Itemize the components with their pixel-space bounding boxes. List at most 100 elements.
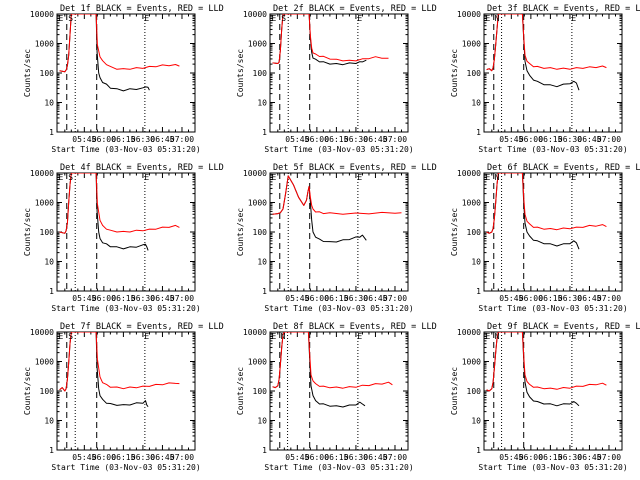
x-tick-label: 07:00 (170, 135, 194, 144)
x-tick-label: 06:30 (558, 453, 582, 462)
detector-panel: Det 7f BLACK = Events, RED = LLD 1 10 100 10… (23, 322, 224, 472)
event-marker-label: E (271, 14, 276, 23)
y-tick-label: 10 (471, 99, 481, 108)
panel-title: Det 7f BLACK = Events, RED = LLD (60, 322, 224, 332)
series-group (59, 14, 180, 92)
events-series-line (272, 332, 366, 408)
y-tick-label: 10000 (30, 328, 54, 337)
y-tick-label: 100 (40, 69, 55, 78)
lld-series-line (486, 332, 607, 392)
x-tick-label: 06:15 (324, 294, 348, 303)
x-tick-label: 06:15 (538, 135, 562, 144)
y-tick-label: 1000 (462, 358, 481, 367)
event-marker-label: E (357, 14, 362, 23)
plot-frame (56, 13, 196, 133)
event-marker-label: N (495, 173, 500, 182)
x-tick-label: 06:15 (538, 453, 562, 462)
x-tick-label: 06:45 (150, 453, 174, 462)
x-tick-label: 06:45 (577, 294, 601, 303)
panel-title: Det 6f BLACK = Events, RED = LLD (487, 163, 640, 173)
x-axis-label: Start Time (03-Nov-03 05:31:20) (264, 463, 413, 472)
panel-title: Det 9f BLACK = Events, RED = LLD (487, 322, 640, 332)
events-series-line (59, 332, 149, 408)
x-tick-label: 06:00 (305, 135, 329, 144)
y-tick-label: 1000 (462, 40, 481, 49)
x-tick-label: 07:00 (383, 135, 407, 144)
event-marker-label: E (357, 173, 362, 182)
y-tick-label: 1000 (35, 199, 54, 208)
event-marker-label: E (357, 332, 362, 341)
event-marker-label: E (485, 173, 490, 182)
x-axis-label: Start Time (03-Nov-03 05:31:20) (478, 463, 627, 472)
y-tick-label: 10 (471, 258, 481, 267)
event-marker-label: E (485, 332, 490, 341)
y-tick-label: 1 (49, 446, 54, 455)
x-axis-label: Start Time (03-Nov-03 05:31:20) (478, 304, 627, 313)
event-marker-label: N (281, 332, 286, 341)
series-group (272, 14, 389, 66)
x-tick-label: 06:15 (111, 294, 135, 303)
x-tick-label: 07:00 (383, 294, 407, 303)
event-marker-label: E (271, 332, 276, 341)
y-axis-label: Counts/sec (450, 367, 459, 415)
x-tick-label: 07:00 (170, 294, 194, 303)
event-marker-label: E (485, 14, 490, 23)
series-group (486, 173, 607, 250)
event-marker-label: E (58, 332, 63, 341)
y-tick-label: 1000 (35, 358, 54, 367)
plot-frame (483, 331, 623, 451)
y-axis-label: Counts/sec (23, 367, 32, 415)
x-tick-label: 06:30 (558, 294, 582, 303)
y-tick-label: 10000 (457, 328, 481, 337)
y-tick-label: 1 (476, 446, 481, 455)
plot-frame (483, 13, 623, 133)
x-tick-label: 07:00 (597, 453, 621, 462)
event-marker-label: S (281, 14, 286, 23)
y-tick-label: 1 (262, 287, 267, 296)
detector-panel: Det 2f BLACK = Events, RED = LLD 1 10 100 10… (236, 4, 437, 154)
lld-series-line (59, 173, 180, 234)
x-tick-label: 05:45 (499, 135, 523, 144)
y-tick-label: 10000 (243, 10, 267, 19)
x-axis-label: Start Time (03-Nov-03 05:31:20) (264, 145, 413, 154)
event-marker-label: N (495, 14, 500, 23)
y-tick-label: 1 (262, 446, 267, 455)
panel-title: Det 1f BLACK = Events, RED = LLD (60, 4, 224, 14)
event-marker-label: E (144, 332, 149, 341)
y-tick-label: 100 (253, 228, 268, 237)
plot-frame (483, 172, 623, 292)
lld-series-line (272, 14, 389, 64)
y-tick-label: 10000 (457, 169, 481, 178)
event-marker-label: E (144, 173, 149, 182)
lld-series-line (486, 173, 607, 234)
x-tick-label: 06:45 (150, 135, 174, 144)
x-axis-label: Start Time (03-Nov-03 05:31:20) (51, 304, 200, 313)
x-tick-label: 05:45 (72, 135, 96, 144)
x-tick-label: 06:00 (519, 453, 543, 462)
event-marker-label: E (571, 14, 576, 23)
x-tick-label: 07:00 (383, 453, 407, 462)
y-tick-label: 10 (471, 417, 481, 426)
x-axis-label: Start Time (03-Nov-03 05:31:20) (478, 145, 627, 154)
y-tick-label: 100 (467, 387, 482, 396)
x-tick-label: 07:00 (597, 294, 621, 303)
y-tick-label: 1000 (248, 358, 267, 367)
x-axis-label: Start Time (03-Nov-03 05:31:20) (51, 145, 200, 154)
detector-panel: Det 6f BLACK = Events, RED = LLD 1 10 100 10… (450, 163, 640, 313)
x-tick-label: 05:45 (285, 453, 309, 462)
event-marker-label: S (68, 14, 73, 23)
x-tick-label: 05:45 (499, 453, 523, 462)
y-tick-label: 1 (476, 128, 481, 137)
x-tick-label: 06:00 (92, 135, 116, 144)
y-tick-label: 10 (257, 417, 267, 426)
x-tick-label: 06:30 (131, 135, 155, 144)
plot-frame (269, 331, 409, 451)
x-tick-label: 06:15 (538, 294, 562, 303)
event-marker-label: E (58, 173, 63, 182)
x-tick-label: 06:00 (519, 294, 543, 303)
lld-series-line (272, 175, 402, 215)
x-tick-label: 06:15 (324, 135, 348, 144)
x-tick-label: 06:30 (344, 135, 368, 144)
series-group (486, 332, 607, 407)
